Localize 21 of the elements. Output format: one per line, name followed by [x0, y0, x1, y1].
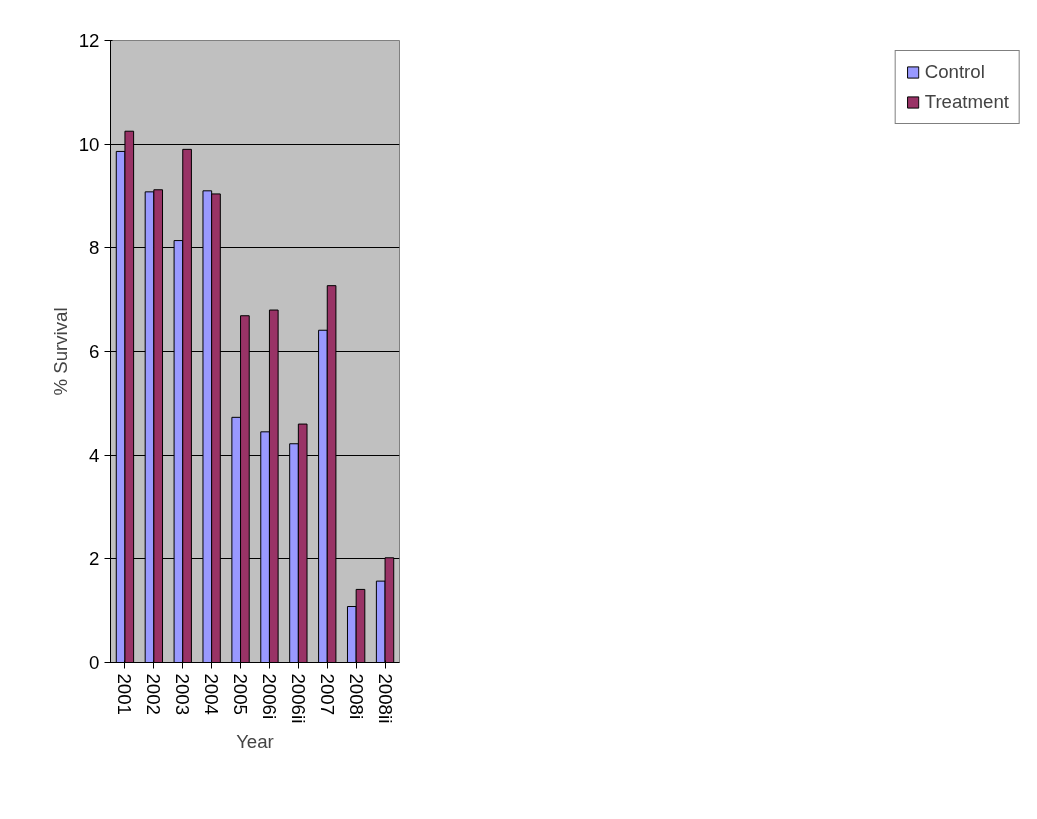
y-axis-title: % Survival: [49, 307, 71, 396]
y-tick-label: 8: [89, 237, 100, 259]
x-tick-label: 2002: [143, 673, 165, 716]
x-tick-label: 2008ii: [374, 673, 396, 724]
x-tick-label: 2006i: [258, 673, 280, 720]
legend-label: Treatment: [924, 91, 1009, 113]
y-tick-label: 0: [89, 652, 100, 673]
y-tick-label: 10: [78, 133, 100, 155]
x-tick-label: 2004: [201, 673, 223, 716]
x-tick-label: 2005: [230, 673, 252, 716]
y-tick-label: 12: [78, 30, 100, 51]
x-tick-label: 2003: [172, 673, 194, 716]
x-tick-label: 2008i: [345, 673, 367, 720]
y-tick-label: 2: [89, 548, 100, 570]
x-tick-label: 2006ii: [287, 673, 309, 724]
x-axis-title: Year: [236, 731, 274, 753]
legend-label: Control: [924, 61, 985, 83]
y-tick-label: 6: [89, 341, 100, 362]
x-tick-label: 2001: [114, 673, 136, 716]
x-tick-label: 2007: [316, 673, 338, 716]
y-tick-label: 4: [89, 444, 100, 466]
